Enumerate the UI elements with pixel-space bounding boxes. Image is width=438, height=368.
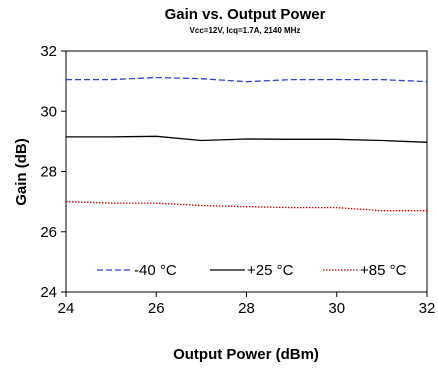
y-axis-label: Gain (dB) xyxy=(13,138,30,206)
chart-subtitle: Vcc=12V, Icq=1.7A, 2140 MHz xyxy=(190,26,301,35)
series-line-2 xyxy=(65,200,427,212)
series-lines xyxy=(65,76,428,212)
legend-label: +25 °C xyxy=(247,262,294,279)
legend: -40 °C +25 °C +85 °C xyxy=(97,262,407,279)
x-tick-label: 26 xyxy=(148,300,165,317)
x-tick-label: 32 xyxy=(419,300,436,317)
x-axis-ticks: 24 26 28 30 32 xyxy=(58,292,436,317)
series-line-0 xyxy=(66,76,428,83)
y-axis-ticks: 24 26 28 30 32 xyxy=(40,43,66,301)
y-tick-label: 28 xyxy=(40,164,57,181)
x-tick-label: 24 xyxy=(58,300,75,317)
x-axis-label: Output Power (dBm) xyxy=(173,346,319,363)
chart-title: Gain vs. Output Power xyxy=(165,6,326,23)
legend-label: -40 °C xyxy=(134,262,177,279)
x-tick-label: 28 xyxy=(238,300,255,317)
plot-area-frame xyxy=(65,50,428,293)
y-tick-label: 32 xyxy=(40,43,57,60)
legend-label: +85 °C xyxy=(360,262,407,279)
y-tick-label: 30 xyxy=(40,103,57,120)
y-tick-label: 24 xyxy=(40,284,57,301)
x-tick-label: 30 xyxy=(328,300,345,317)
series-line-1 xyxy=(66,135,428,143)
y-tick-label: 26 xyxy=(40,224,57,241)
